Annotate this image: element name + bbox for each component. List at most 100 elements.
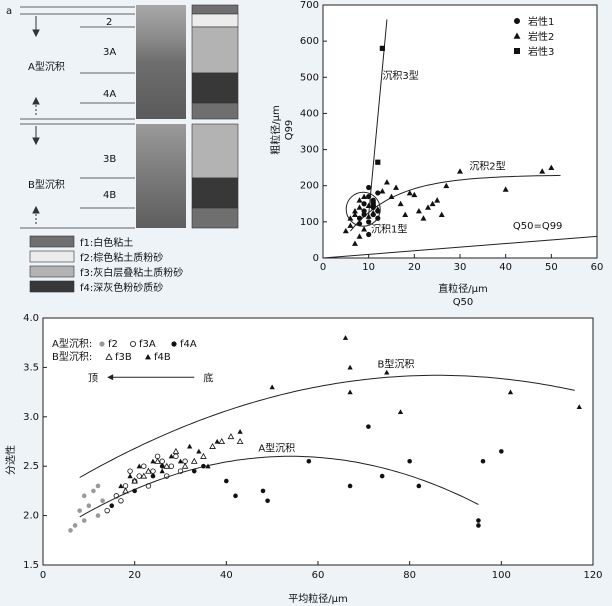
panel-b-point-square: [375, 159, 381, 165]
panel-c-legend-marker: [105, 353, 113, 360]
panel-b-point-triangle: [548, 164, 555, 171]
panel-b-q50-q99-line: [322, 235, 598, 259]
panel-c-point-f2: [68, 528, 73, 533]
panel-b-annotation: 沉积2型: [469, 159, 505, 172]
panel-c-point-f4A: [150, 473, 156, 479]
panel-b-point-circle: [366, 231, 372, 238]
panel-c-point-f4B: [507, 389, 514, 395]
panel-c-point-f4B: [196, 448, 202, 454]
panel-c-point-f3B: [227, 433, 235, 440]
panel-c-legend-label: f4B: [154, 352, 171, 363]
panel-b-point-circle: [356, 221, 363, 227]
panel-b-point-triangle: [411, 191, 418, 198]
panel-c-legend-marker: [129, 340, 136, 347]
panel-c-direction-top: 顶: [88, 372, 98, 384]
panel-c-point-f3B: [190, 457, 198, 464]
panel-b-point-triangle: [388, 193, 395, 199]
panel-b-point-square: [370, 201, 376, 207]
panel-c-point-f4B: [136, 463, 142, 469]
panel-b-annotation: 沉积3型: [382, 69, 418, 82]
panel-b-ytick-label: 200: [300, 181, 319, 192]
panel-c-point-f2: [81, 493, 87, 499]
panel-c-xtick-label: 60: [312, 570, 325, 581]
panel-c-point-f4A: [132, 488, 137, 494]
panel-c-point-f2: [77, 508, 82, 513]
panel-b-point-square: [379, 45, 385, 51]
panel-c-point-f3B: [154, 457, 161, 464]
panel-b-point-circle: [375, 190, 381, 196]
lithology-block-f1: [191, 207, 239, 229]
panel-c-xtick-label: 120: [583, 570, 602, 581]
panel-c-ytick-label: 2.0: [23, 511, 39, 522]
panel-c-point-f3A: [141, 463, 147, 469]
panel-b-ylabel: 粗粒径/μm: [269, 105, 282, 154]
panel-c-point-f3B: [172, 447, 180, 454]
panel-c-point-f3A: [168, 463, 175, 469]
panel-c-point-f4A: [480, 458, 486, 464]
panel-b-xtick-label: 10: [362, 262, 375, 273]
panel-c-point-f4B: [397, 409, 404, 414]
panel-c-points: [68, 335, 582, 533]
section-label-3a: 3A: [103, 47, 116, 58]
panel-c-legend-marker: [171, 341, 177, 347]
panel-c-legend: A型沉积:B型沉积: f2 f3A f4A f3B f4B: [52, 337, 197, 363]
panel-b-ytick-label: 300: [300, 145, 319, 156]
panel-c-point-f3A: [113, 493, 120, 499]
panel-c-ytick-label: 3.5: [23, 362, 39, 373]
panel-c-xtick-label: 20: [128, 570, 141, 581]
panel-b-annotation: Q50=Q99: [513, 221, 563, 232]
panel-c-point-f3B: [140, 472, 148, 479]
panel-b-point-triangle: [365, 213, 372, 219]
panel-c-point-f3A: [104, 507, 110, 514]
panel-c-point-f3B: [209, 442, 216, 449]
panel-c-point-f4B: [127, 473, 133, 479]
panel-c-point-f4B: [150, 458, 156, 464]
panel-c-point-f4A: [159, 463, 165, 469]
panel-b-type2-curve: [350, 174, 561, 232]
panel-b-plot-area: [322, 4, 598, 259]
panel-b-type3-line: [368, 19, 388, 215]
lithology-block-f4: [191, 72, 239, 104]
panel-c-point-f4B: [347, 364, 353, 370]
panel-c-point-f4A: [260, 488, 266, 494]
panel-b-point-triangle: [402, 211, 409, 218]
panel-c-legend-label: f3B: [115, 352, 132, 363]
panel-b-point-circle: [356, 215, 363, 221]
panel-c-point-f4A: [224, 478, 229, 484]
panel-c-ytick-label: 3.0: [23, 412, 39, 423]
panel-c-point-f3A: [177, 468, 184, 474]
panel-b-ytick-label: 500: [300, 72, 319, 83]
panel-b-legend-marker: [514, 48, 520, 54]
panel-b-xlabel: 直粒径/μm: [438, 282, 487, 295]
panel-c-point-f4B: [237, 428, 243, 434]
panel-c-point-f3A: [164, 473, 170, 479]
panel-c-ytick-label: 1.5: [23, 560, 39, 571]
panel-c-point-f4A: [379, 473, 385, 479]
panel-c-point-f4A: [476, 518, 481, 523]
panel-b-point-triangle: [443, 182, 450, 189]
panel-c-xtick-label: 100: [492, 570, 511, 581]
panel-b-legend: 岩性1 岩性2 岩性3: [513, 15, 554, 58]
panel-c-point-f3B: [236, 438, 244, 445]
panel-c-point-f2: [95, 483, 101, 489]
panel-b-point-triangle: [374, 206, 381, 212]
core-photo-b: [136, 124, 186, 228]
panel-c-point-f4A: [306, 458, 312, 464]
panel-b-point-triangle: [370, 209, 377, 216]
panel-c-legend-marker: [145, 354, 151, 360]
panel-c-point-f4A: [201, 463, 206, 469]
panel-c-point-f3B: [181, 462, 189, 469]
panel-b-point-circle: [366, 219, 372, 225]
panel-c-legend-marker: [99, 341, 105, 347]
panel-c-direction-arrow: [107, 374, 195, 381]
panel-b-point-triangle: [383, 179, 390, 185]
panel-c-point-f2: [72, 523, 78, 528]
panel-c-point-f2: [95, 513, 101, 518]
core-photo-a: [136, 5, 186, 119]
legend-label-f2: f2:棕色粘土质粉砂: [80, 251, 163, 264]
panel-b-point-triangle: [356, 204, 363, 210]
panel-c-point-f4B: [384, 369, 390, 375]
panel-c-point-f4A: [191, 468, 197, 474]
